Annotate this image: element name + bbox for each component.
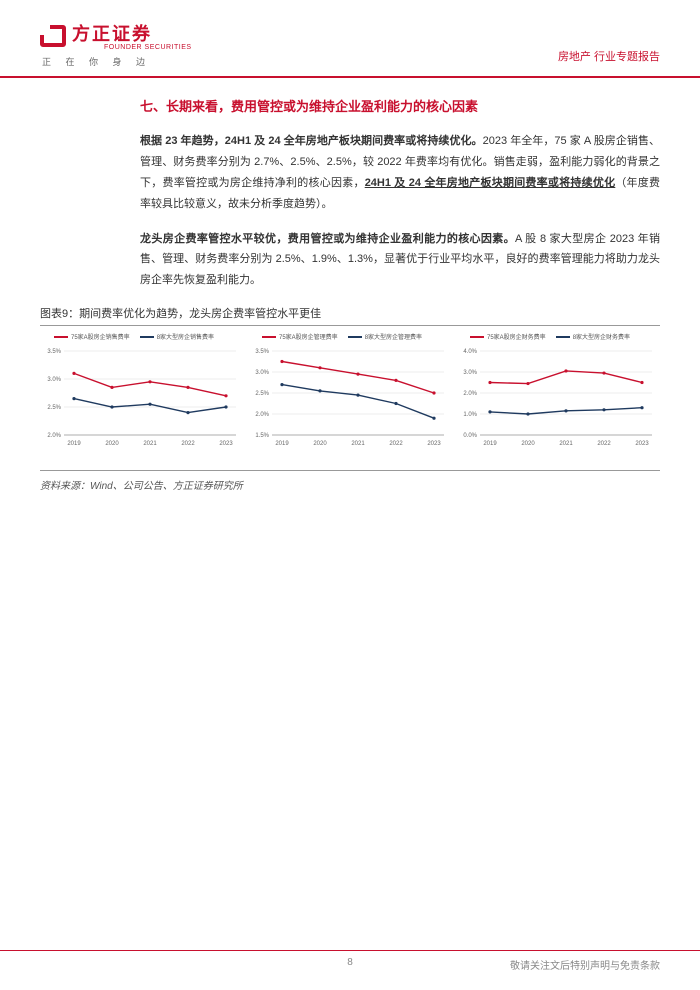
svg-text:0.0%: 0.0% (463, 433, 477, 439)
logo-subtext: FOUNDER SECURITIES (104, 44, 192, 51)
paragraph-1: 根据 23 年趋势，24H1 及 24 全年房地产板块期间费率或将持续优化。20… (140, 131, 660, 215)
svg-text:3.5%: 3.5% (255, 349, 269, 355)
svg-text:2020: 2020 (105, 441, 119, 447)
svg-text:1.0%: 1.0% (463, 412, 477, 418)
svg-text:2021: 2021 (351, 441, 365, 447)
svg-text:2019: 2019 (275, 441, 289, 447)
legend-swatch (556, 336, 570, 338)
series-line (282, 385, 434, 419)
svg-text:4.0%: 4.0% (463, 349, 477, 355)
svg-text:2023: 2023 (427, 441, 441, 447)
svg-text:3.0%: 3.0% (255, 370, 269, 376)
chart-svg: 0.0% 1.0% 2.0% 3.0% 4.0% 2019 2020 2021 2022 2023 (456, 345, 656, 455)
legend-item: 8家大型房企财务费率 (556, 332, 630, 341)
legend-swatch (140, 336, 154, 338)
legend-label: 75家A股房企管理费率 (279, 332, 338, 341)
svg-text:2.5%: 2.5% (255, 391, 269, 397)
chart-2: 75家A股房企财务费率 8家大型房企财务费率 0.0% 1.0% 2.0% 3.0% 4.0… (456, 332, 660, 460)
svg-text:2021: 2021 (559, 441, 573, 447)
page-header: 方正证券 FOUNDER SECURITIES 正 在 你 身 边 房地产 行业… (0, 0, 700, 78)
svg-text:2023: 2023 (219, 441, 233, 447)
svg-text:3.0%: 3.0% (463, 370, 477, 376)
content-area: 七、长期来看，费用管控或为维持企业盈利能力的核心因素 根据 23 年趋势，24H… (0, 78, 700, 492)
chart-legend: 75家A股房企财务费率 8家大型房企财务费率 (456, 332, 660, 341)
svg-text:2.5%: 2.5% (47, 405, 61, 411)
svg-text:2.0%: 2.0% (47, 433, 61, 439)
legend-item: 8家大型房企管理费率 (348, 332, 422, 341)
logo-icon (40, 25, 66, 47)
chart-0: 75家A股房企销售费率 8家大型房企销售费率 2.0% 2.5% 3.0% 3.5% 201… (40, 332, 244, 460)
logo-block: 方正证券 FOUNDER SECURITIES 正 在 你 身 边 (40, 20, 192, 68)
legend-label: 75家A股房企销售费率 (71, 332, 130, 341)
footer-disclaimer: 敬请关注文后特别声明与免责条款 (510, 957, 660, 972)
legend-label: 75家A股房企财务费率 (487, 332, 546, 341)
header-category: 房地产 行业专题报告 (558, 48, 660, 68)
series-line (490, 371, 642, 384)
para2-lead: 龙头房企费率管控水平较优，费用管控或为维持企业盈利能力的核心因素。 (140, 233, 515, 245)
legend-label: 8家大型房企管理费率 (365, 332, 422, 341)
svg-text:2.0%: 2.0% (255, 412, 269, 418)
paragraph-2: 龙头房企费率管控水平较优，费用管控或为维持企业盈利能力的核心因素。A 股 8 家… (140, 229, 660, 292)
svg-text:2019: 2019 (483, 441, 497, 447)
charts-row: 75家A股房企销售费率 8家大型房企销售费率 2.0% 2.5% 3.0% 3.5% 201… (40, 332, 660, 460)
svg-text:2021: 2021 (143, 441, 157, 447)
legend-item: 75家A股房企财务费率 (470, 332, 546, 341)
legend-label: 8家大型房企销售费率 (157, 332, 214, 341)
svg-text:1.5%: 1.5% (255, 433, 269, 439)
chart-legend: 75家A股房企销售费率 8家大型房企销售费率 (40, 332, 244, 341)
legend-item: 75家A股房企销售费率 (54, 332, 130, 341)
series-line (74, 374, 226, 396)
figure-source: 资料来源：Wind、公司公告、方正证券研究所 (40, 470, 660, 492)
para1-lead: 根据 23 年趋势，24H1 及 24 全年房地产板块期间费率或将持续优化。 (140, 135, 483, 147)
svg-text:2.0%: 2.0% (463, 391, 477, 397)
svg-text:2022: 2022 (389, 441, 403, 447)
svg-text:2022: 2022 (597, 441, 611, 447)
para1-underline: 24H1 及 24 全年房地产板块期间费率或将持续优化 (365, 177, 616, 189)
legend-item: 8家大型房企销售费率 (140, 332, 214, 341)
page-footer: 8 敬请关注文后特别声明与免责条款 (0, 950, 700, 972)
legend-swatch (262, 336, 276, 338)
svg-text:2023: 2023 (635, 441, 649, 447)
legend-swatch (348, 336, 362, 338)
chart-svg: 2.0% 2.5% 3.0% 3.5% 2019 2020 2021 2022 2023 (40, 345, 240, 455)
svg-text:2020: 2020 (521, 441, 535, 447)
svg-text:2020: 2020 (313, 441, 327, 447)
chart-svg: 1.5% 2.0% 2.5% 3.0% 3.5% 2019 2020 2021 2022 2023 (248, 345, 448, 455)
logo-tagline: 正 在 你 身 边 (42, 55, 192, 68)
legend-swatch (470, 336, 484, 338)
chart-legend: 75家A股房企管理费率 8家大型房企管理费率 (248, 332, 452, 341)
svg-text:2022: 2022 (181, 441, 195, 447)
chart-1: 75家A股房企管理费率 8家大型房企管理费率 1.5% 2.0% 2.5% 3.0% 3.5… (248, 332, 452, 460)
page-number: 8 (347, 957, 353, 968)
svg-text:2019: 2019 (67, 441, 81, 447)
svg-text:3.0%: 3.0% (47, 377, 61, 383)
section-title: 七、长期来看，费用管控或为维持企业盈利能力的核心因素 (140, 96, 660, 115)
legend-label: 8家大型房企财务费率 (573, 332, 630, 341)
logo-text: 方正证券 (72, 20, 192, 46)
svg-text:3.5%: 3.5% (47, 349, 61, 355)
figure-title: 图表9：期间费率优化为趋势，龙头房企费率管控水平更佳 (40, 305, 660, 326)
legend-swatch (54, 336, 68, 338)
legend-item: 75家A股房企管理费率 (262, 332, 338, 341)
